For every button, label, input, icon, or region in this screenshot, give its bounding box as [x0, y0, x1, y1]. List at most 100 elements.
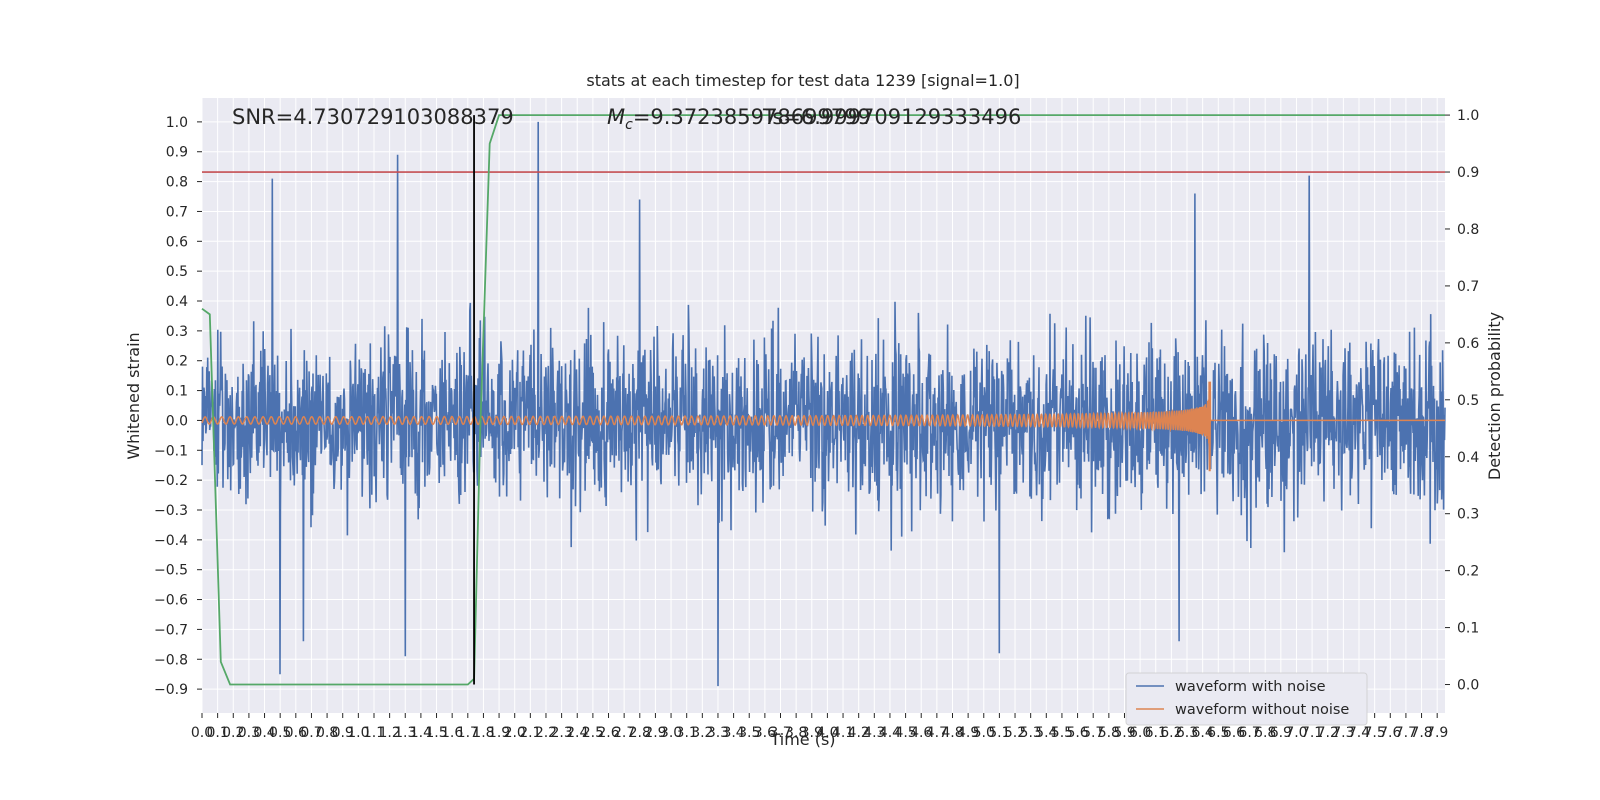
x-tick-label: 4.8 — [941, 725, 963, 741]
y-right-tick-label: 0.0 — [1457, 678, 1479, 694]
x-tick-label: 7.2 — [1317, 725, 1339, 741]
y-left-tick-label: 0.6 — [166, 234, 188, 250]
x-tick-label: 7.9 — [1426, 725, 1448, 741]
y-axis-left-label: Whitened strain — [124, 332, 143, 459]
x-tick-label: 2.8 — [629, 725, 651, 741]
x-tick-label: 4.3 — [863, 725, 885, 741]
y-left-tick-label: 1.0 — [166, 115, 188, 131]
x-tick-label: 6.0 — [1129, 725, 1151, 741]
x-tick-label: 3.6 — [754, 725, 776, 741]
y-left-tick-label: −0.2 — [154, 473, 188, 489]
x-tick-label: 2.9 — [644, 725, 666, 741]
x-tick-label: 4.9 — [957, 725, 979, 741]
x-tick-label: 3.0 — [660, 725, 682, 741]
y-axis-left-ticks: −0.9 −0.8 −0.7 −0.6 −0.5 −0.4 −0.3 −0.2 −0.1 0.0 0… — [154, 115, 202, 698]
x-tick-label: 4.6 — [910, 725, 932, 741]
x-tick-label: 1.7 — [457, 725, 479, 741]
x-tick-label: 4.1 — [832, 725, 854, 741]
x-tick-label: 2.1 — [519, 725, 541, 741]
y-axis-right-label: Detection probability — [1485, 312, 1504, 480]
x-axis-ticks: 0.00.10.20.30.40.50.60.70.80.91.01.11.21… — [191, 713, 1448, 741]
y-left-tick-label: −0.3 — [154, 503, 188, 519]
y-right-tick-label: 0.5 — [1457, 393, 1479, 409]
x-tick-label: 6.8 — [1254, 725, 1276, 741]
x-tick-label: 0.0 — [191, 725, 213, 741]
x-tick-label: 0.3 — [238, 725, 260, 741]
x-tick-label: 5.9 — [1113, 725, 1135, 741]
series-detection-probability — [201, 114, 1445, 686]
x-tick-label: 4.7 — [926, 725, 948, 741]
x-tick-label: 1.4 — [410, 725, 432, 741]
x-tick-label: 3.7 — [769, 725, 791, 741]
x-tick-label: 0.9 — [332, 725, 354, 741]
x-tick-label: 7.6 — [1379, 725, 1401, 741]
x-tick-label: 2.5 — [582, 725, 604, 741]
x-tick-label: 1.9 — [488, 725, 510, 741]
x-tick-label: 2.7 — [613, 725, 635, 741]
x-tick-label: 1.1 — [363, 725, 385, 741]
x-tick-label: 7.1 — [1301, 725, 1323, 741]
x-tick-label: 6.7 — [1238, 725, 1260, 741]
x-tick-label: 0.4 — [253, 725, 275, 741]
x-tick-label: 6.9 — [1270, 725, 1292, 741]
x-tick-label: 6.5 — [1207, 725, 1229, 741]
x-tick-label: 0.1 — [207, 725, 229, 741]
x-tick-label: 3.9 — [801, 725, 823, 741]
x-tick-label: 7.3 — [1332, 725, 1354, 741]
x-tick-label: 5.6 — [1066, 725, 1088, 741]
x-tick-label: 6.6 — [1223, 725, 1245, 741]
y-left-tick-label: 0.1 — [166, 384, 188, 400]
y-left-tick-label: 0.0 — [166, 413, 188, 429]
y-left-tick-label: 0.3 — [166, 324, 188, 340]
x-tick-label: 7.7 — [1395, 725, 1417, 741]
y-left-tick-label: −0.6 — [154, 593, 188, 609]
y-right-tick-label: 0.8 — [1457, 222, 1479, 238]
x-tick-label: 0.8 — [316, 725, 338, 741]
x-axis-label: Time (s) — [769, 730, 835, 749]
y-right-tick-label: 0.7 — [1457, 279, 1479, 295]
x-tick-label: 2.3 — [550, 725, 572, 741]
y-left-tick-label: 0.4 — [166, 294, 188, 310]
noise-trace — [201, 121, 1446, 687]
x-tick-label: 1.3 — [394, 725, 416, 741]
x-tick-label: 4.2 — [848, 725, 870, 741]
x-tick-label: 3.5 — [738, 725, 760, 741]
x-tick-label: 4.4 — [879, 725, 901, 741]
x-tick-label: 7.0 — [1285, 725, 1307, 741]
x-tick-label: 2.0 — [504, 725, 526, 741]
series-waveform-without-noise — [201, 381, 1445, 472]
x-tick-label: 3.4 — [722, 725, 744, 741]
x-tick-label: 7.8 — [1410, 725, 1432, 741]
y-right-tick-label: 0.2 — [1457, 564, 1479, 580]
x-tick-label: 3.3 — [707, 725, 729, 741]
y-right-tick-label: 0.3 — [1457, 507, 1479, 523]
x-tick-label: 6.4 — [1192, 725, 1214, 741]
y-left-tick-label: −0.7 — [154, 622, 188, 638]
y-left-tick-label: −0.8 — [154, 652, 188, 668]
x-tick-label: 5.3 — [1020, 725, 1042, 741]
x-tick-label: 5.5 — [1051, 725, 1073, 741]
y-right-tick-label: 0.6 — [1457, 336, 1479, 352]
x-tick-label: 1.5 — [425, 725, 447, 741]
legend-box — [1125, 672, 1368, 726]
x-tick-label: 5.4 — [1035, 725, 1057, 741]
x-tick-label: 0.6 — [285, 725, 307, 741]
x-tick-label: 5.2 — [1004, 725, 1026, 741]
y-right-tick-label: 0.9 — [1457, 165, 1479, 181]
y-left-tick-label: −0.5 — [154, 563, 188, 579]
x-tick-label: 1.6 — [441, 725, 463, 741]
y-left-tick-label: 0.2 — [166, 354, 188, 370]
legend-label-clean: waveform without noise — [1175, 702, 1349, 718]
legend-label-noise: waveform with noise — [1175, 679, 1326, 695]
x-tick-label: 0.2 — [222, 725, 244, 741]
x-tick-label: 0.5 — [269, 725, 291, 741]
x-tick-label: 5.7 — [1082, 725, 1104, 741]
y-left-tick-label: 0.7 — [166, 204, 188, 220]
chirp-mass-annotation: Mc=9.372385978699799 — [607, 105, 871, 133]
x-tick-label: 1.8 — [472, 725, 494, 741]
overlapping-annotation: Ts=6.999709129333496 — [762, 105, 1021, 129]
x-tick-label: 3.2 — [691, 725, 713, 741]
x-tick-label: 1.0 — [347, 725, 369, 741]
y-left-tick-label: 0.9 — [166, 145, 188, 161]
y-left-tick-label: 0.5 — [166, 264, 188, 280]
